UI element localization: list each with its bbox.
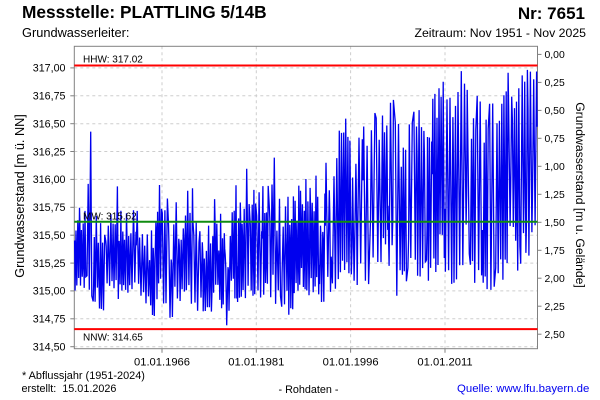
svg-text:315,25: 315,25 [33,258,66,270]
svg-text:0,25: 0,25 [545,78,565,89]
svg-text:317,00: 317,00 [33,63,66,75]
svg-text:316,00: 316,00 [33,174,66,186]
svg-text:316,75: 316,75 [33,91,66,103]
svg-text:01.01.1966: 01.01.1966 [134,356,190,368]
svg-text:2,25: 2,25 [545,302,565,313]
svg-text:1,50: 1,50 [545,218,565,229]
svg-text:Grundwasserstand [m u. Gelände: Grundwasserstand [m u. Gelände] [573,102,587,288]
svg-text:2,50: 2,50 [545,330,565,341]
svg-text:NNW: 314.65: NNW: 314.65 [83,332,143,343]
svg-text:315,75: 315,75 [33,202,66,214]
svg-text:314,75: 314,75 [33,314,66,326]
svg-text:315,00: 315,00 [33,286,66,298]
svg-text:0,50: 0,50 [545,106,565,117]
svg-text:01.01.1981: 01.01.1981 [228,356,284,368]
svg-text:01.01.1996: 01.01.1996 [323,356,379,368]
svg-text:1,25: 1,25 [545,190,565,201]
svg-text:0,75: 0,75 [545,134,565,145]
svg-text:315,50: 315,50 [33,230,66,242]
svg-text:1,00: 1,00 [545,162,565,173]
svg-text:1,75: 1,75 [545,246,565,257]
svg-text:316,25: 316,25 [33,146,66,158]
svg-text:MW: 315.62: MW: 315.62 [83,212,137,223]
svg-text:314,50: 314,50 [33,342,66,354]
svg-text:316,50: 316,50 [33,119,66,131]
svg-text:Grundwasserstand [m ü. NN]: Grundwasserstand [m ü. NN] [13,114,27,278]
svg-text:2,00: 2,00 [545,274,565,285]
svg-text:01.01.2011: 01.01.2011 [417,356,472,368]
svg-text:HHW: 317.02: HHW: 317.02 [83,55,143,66]
svg-text:0,00: 0,00 [545,50,565,61]
